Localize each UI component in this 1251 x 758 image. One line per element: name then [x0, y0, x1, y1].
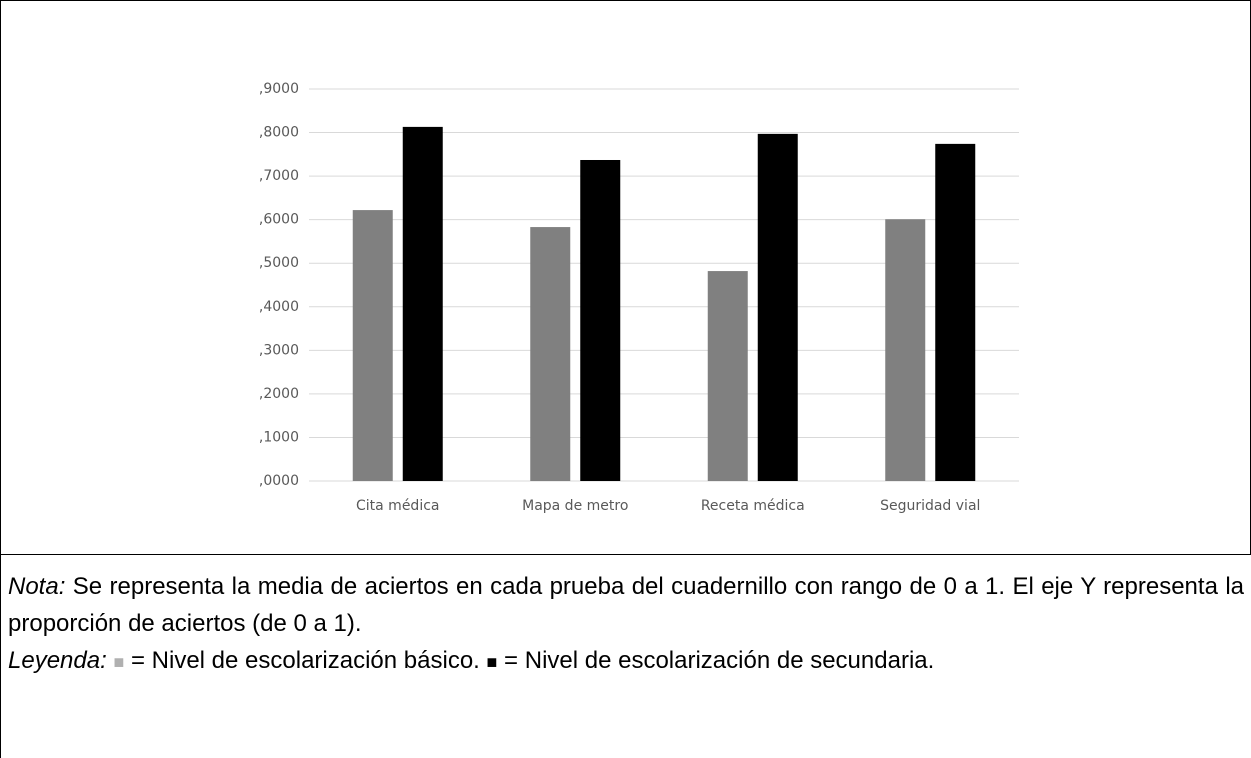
y-tick-label: ,4000 [259, 299, 299, 315]
y-tick-label: ,9000 [259, 81, 299, 97]
y-tick-label: ,1000 [259, 429, 299, 445]
legend-label: Leyenda: [8, 647, 107, 674]
bar [707, 271, 748, 481]
x-tick-label: Receta médica [701, 498, 805, 514]
bar [530, 227, 571, 481]
legend-swatch: ■ [113, 652, 125, 672]
notes: Nota: Se representa la media de aciertos… [8, 568, 1244, 681]
note-label: Nota: [8, 573, 66, 600]
chart-frame: ,0000 ,1000 ,2000 ,3000 ,4000 ,5000 ,6000 ,7000… [0, 0, 1251, 555]
legend-text: = Nivel de escolarización de secundaria. [504, 647, 935, 674]
note: Nota: Se representa la media de aciertos… [8, 568, 1244, 642]
y-tick-label: ,5000 [259, 255, 299, 271]
x-tick-label: Cita médica [356, 498, 440, 514]
y-tick-label: ,8000 [259, 125, 299, 141]
x-tick-label: Mapa de metro [522, 498, 628, 514]
bar [402, 126, 443, 481]
note-text: Se representa la media de aciertos en ca… [8, 573, 1244, 637]
bar [757, 133, 798, 481]
legend: Leyenda: ■ = Nivel de escolarización bás… [8, 642, 1244, 681]
legend-text: = Nivel de escolarización básico. [130, 647, 480, 674]
chart: ,0000 ,1000 ,2000 ,3000 ,4000 ,5000 ,6000 ,7000… [259, 81, 1019, 514]
legend-swatch: ■ [486, 652, 498, 672]
y-tick-label: ,3000 [259, 342, 299, 358]
x-tick-label: Seguridad vial [880, 498, 980, 514]
bar [352, 210, 393, 481]
y-tick-label: ,2000 [259, 386, 299, 402]
bar [580, 159, 621, 482]
y-tick-label: ,0000 [259, 473, 299, 489]
bar [885, 219, 926, 481]
y-tick-label: ,6000 [259, 212, 299, 228]
bar [935, 143, 976, 481]
border [0, 553, 1, 758]
y-tick-label: ,7000 [259, 168, 299, 184]
